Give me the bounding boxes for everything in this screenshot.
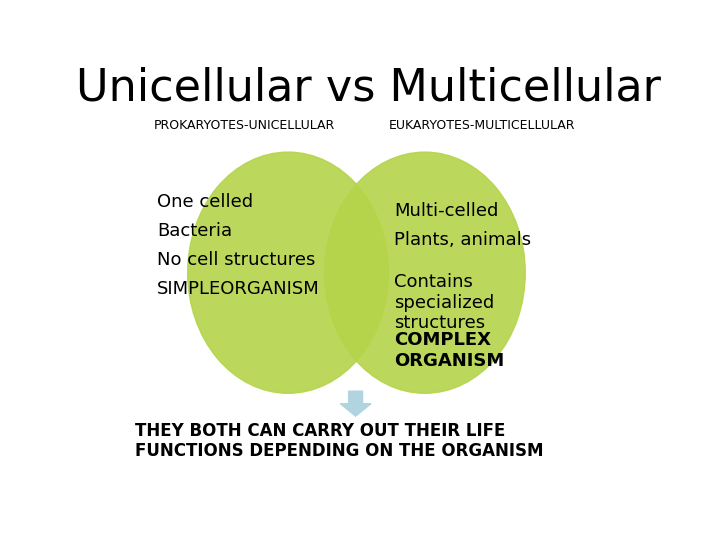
Text: SIMPLEORGANISM: SIMPLEORGANISM <box>157 280 320 298</box>
Text: PROKARYOTES-UNICELLULAR: PROKARYOTES-UNICELLULAR <box>154 119 336 132</box>
Text: Plants, animals: Plants, animals <box>394 231 531 249</box>
Text: THEY BOTH CAN CARRY OUT THEIR LIFE
FUNCTIONS DEPENDING ON THE ORGANISM: THEY BOTH CAN CARRY OUT THEIR LIFE FUNCT… <box>135 422 543 461</box>
Text: COMPLEX
ORGANISM: COMPLEX ORGANISM <box>394 331 504 370</box>
Text: Contains
specialized
structures: Contains specialized structures <box>394 273 495 332</box>
Text: No cell structures: No cell structures <box>157 251 315 269</box>
FancyArrow shape <box>341 391 371 416</box>
Ellipse shape <box>324 152 526 393</box>
Text: Unicellular vs Multicellular: Unicellular vs Multicellular <box>76 66 662 109</box>
Ellipse shape <box>188 152 389 393</box>
Text: Multi-celled: Multi-celled <box>394 202 498 220</box>
Text: Bacteria: Bacteria <box>157 222 232 240</box>
Text: EUKARYOTES-MULTICELLULAR: EUKARYOTES-MULTICELLULAR <box>389 119 575 132</box>
Text: One celled: One celled <box>157 193 253 211</box>
